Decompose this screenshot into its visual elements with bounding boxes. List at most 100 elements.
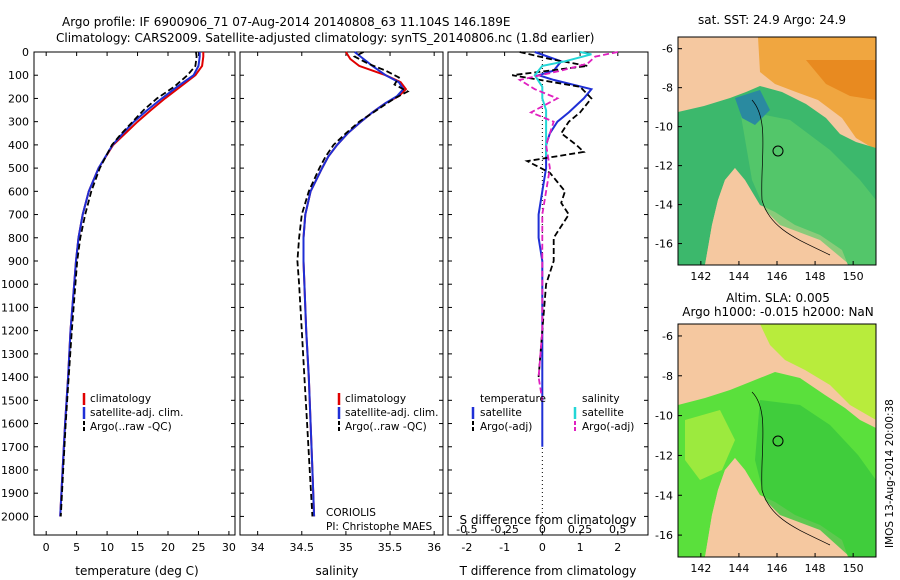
x2-tick-label: -0.5 [456,523,477,536]
x2-tick-label: 0.25 [568,523,593,536]
series-line-4 [517,51,618,401]
y-tick-label: 100 [8,69,29,82]
legend-t-argo: Argo(-adj) [480,421,532,433]
sla-map-title1: Altim. SLA: 0.005 [726,291,830,305]
difference-profile-panel: -2 -1 0 1 2 -0.5 -0.25 0 0.25 0.5 [447,51,649,554]
salinity-xlabel: salinity [315,564,358,578]
x-tick-label: 2 [614,541,621,554]
legend-climatology: climatology [345,393,406,405]
pi-label: PI: Christophe MAES [326,521,433,533]
x2-tick-label: -0.25 [490,523,518,536]
sla-map [677,323,877,558]
sst-warm-core [806,60,876,100]
salinity-legend: climatology satellite-adj. clim. Argo(..… [337,393,438,433]
y-tick-label: 500 [8,162,29,175]
y-tick-label: 0 [22,46,29,59]
map-y-tick-label: -14 [655,489,673,502]
header-line1: Argo profile: IF 6900906_71 07-Aug-2014 … [62,15,511,29]
map-y-tick-label: -8 [662,82,673,95]
map-x-tick-label: 142 [690,562,711,575]
y-tick-label: 1400 [1,371,29,384]
y-tick-label: 300 [8,116,29,129]
x-tick-label: 34 [251,541,265,554]
series-line-3 [533,51,592,157]
sla-map-title2: Argo h1000: -0.015 h2000: NaN [682,305,874,319]
bathymetry-contour [751,391,831,546]
map-x-tick-label: 148 [805,270,826,283]
y-tick-label: 1800 [1,464,29,477]
legend-t-satellite: satellite [480,407,522,419]
x-tick-label: 35.5 [378,541,403,554]
map-x-tick-label: 144 [728,562,749,575]
coriolis-label: CORIOLIS [326,507,376,519]
map-y-tick-label: -14 [655,199,673,212]
bathymetry-contour [751,99,831,256]
difference-legend: temperature salinity satellite Argo(-adj… [471,393,634,433]
map-y-tick-label: -12 [655,160,673,173]
plot-frame [447,51,649,536]
map-x-tick-label: 144 [728,270,749,283]
map-x-tick-label: 146 [767,270,788,283]
temperature-profile-panel: 0100200300400500600700800900100011001200… [1,46,236,554]
y-tick-label: 1300 [1,348,29,361]
y-tick-label: 800 [8,232,29,245]
legend-title-temperature: temperature [480,393,546,405]
x-tick-label: 25 [191,541,205,554]
sst-map [677,36,877,266]
x-tick-label: -2 [461,541,472,554]
cape-york-land [705,458,830,557]
map-x-tick-label: 142 [690,270,711,283]
map-y-tick-label: -6 [662,43,673,56]
x-tick-label: 5 [73,541,80,554]
sla-ocean-dark [755,400,876,557]
y-tick-label: 1500 [1,394,29,407]
x-tick-label: 1 [577,541,584,554]
legend-argo: Argo(..raw -QC) [90,421,172,433]
x-tick-label: 15 [131,541,145,554]
x-tick-label: 0 [539,541,546,554]
temperature-xlabel: temperature (deg C) [75,564,198,578]
x-tick-label: 34.5 [290,541,315,554]
sla-yellow-patch [685,410,735,480]
imos-footer: IMOS 13-Aug-2014 20:00:38 [884,399,896,548]
t-difference-xlabel: T difference from climatology [459,564,637,578]
map-x-tick-label: 148 [805,562,826,575]
header-line2: Climatology: CARS2009. Satellite-adjuste… [56,31,594,45]
series-line-3 [59,51,198,517]
y-tick-label: 1000 [1,278,29,291]
map-y-tick-label: -10 [655,410,673,423]
x-tick-label: 20 [161,541,175,554]
map-tick-labels: 142 144 146 148 150 -6 -8 -10 -12 -14 -16 142 144 146… [655,43,864,575]
legend-s-argo: Argo(-adj) [582,421,634,433]
series-line-2 [512,51,593,378]
x-tick-label: -1 [499,541,510,554]
plot-frame [239,51,444,536]
map-y-tick-label: -16 [655,238,673,251]
x-tick-label: 36 [427,541,441,554]
x-tick-label: 10 [100,541,114,554]
map-y-tick-label: -6 [662,330,673,343]
argo-location-marker [772,435,784,447]
sla-high-region [760,324,876,420]
map-y-tick-label: -8 [662,370,673,383]
y-tick-label: 1100 [1,301,29,314]
map-y-tick-label: -16 [655,529,673,542]
y-tick-label: 600 [8,185,29,198]
legend-s-satellite: satellite [582,407,624,419]
map-y-tick-label: -12 [655,449,673,462]
cape-york-land [705,168,830,265]
legend-climatology: climatology [90,393,151,405]
salinity-profile-panel: 34 34.5 35 35.5 36 [239,51,444,554]
argo-location-marker [772,145,784,157]
y-tick-label: 900 [8,255,29,268]
temperature-legend: climatology satellite-adj. clim. Argo(..… [82,393,183,433]
legend-argo: Argo(..raw -QC) [345,421,427,433]
x-tick-label: 35 [339,541,353,554]
x-tick-label: 30 [222,541,236,554]
legend-satellite: satellite-adj. clim. [345,407,438,419]
x-tick-label: 0 [43,541,50,554]
y-tick-label: 700 [8,209,29,222]
x2-tick-label: 0 [539,523,546,536]
y-tick-label: 1200 [1,325,29,338]
legend-title-salinity: salinity [582,393,620,405]
